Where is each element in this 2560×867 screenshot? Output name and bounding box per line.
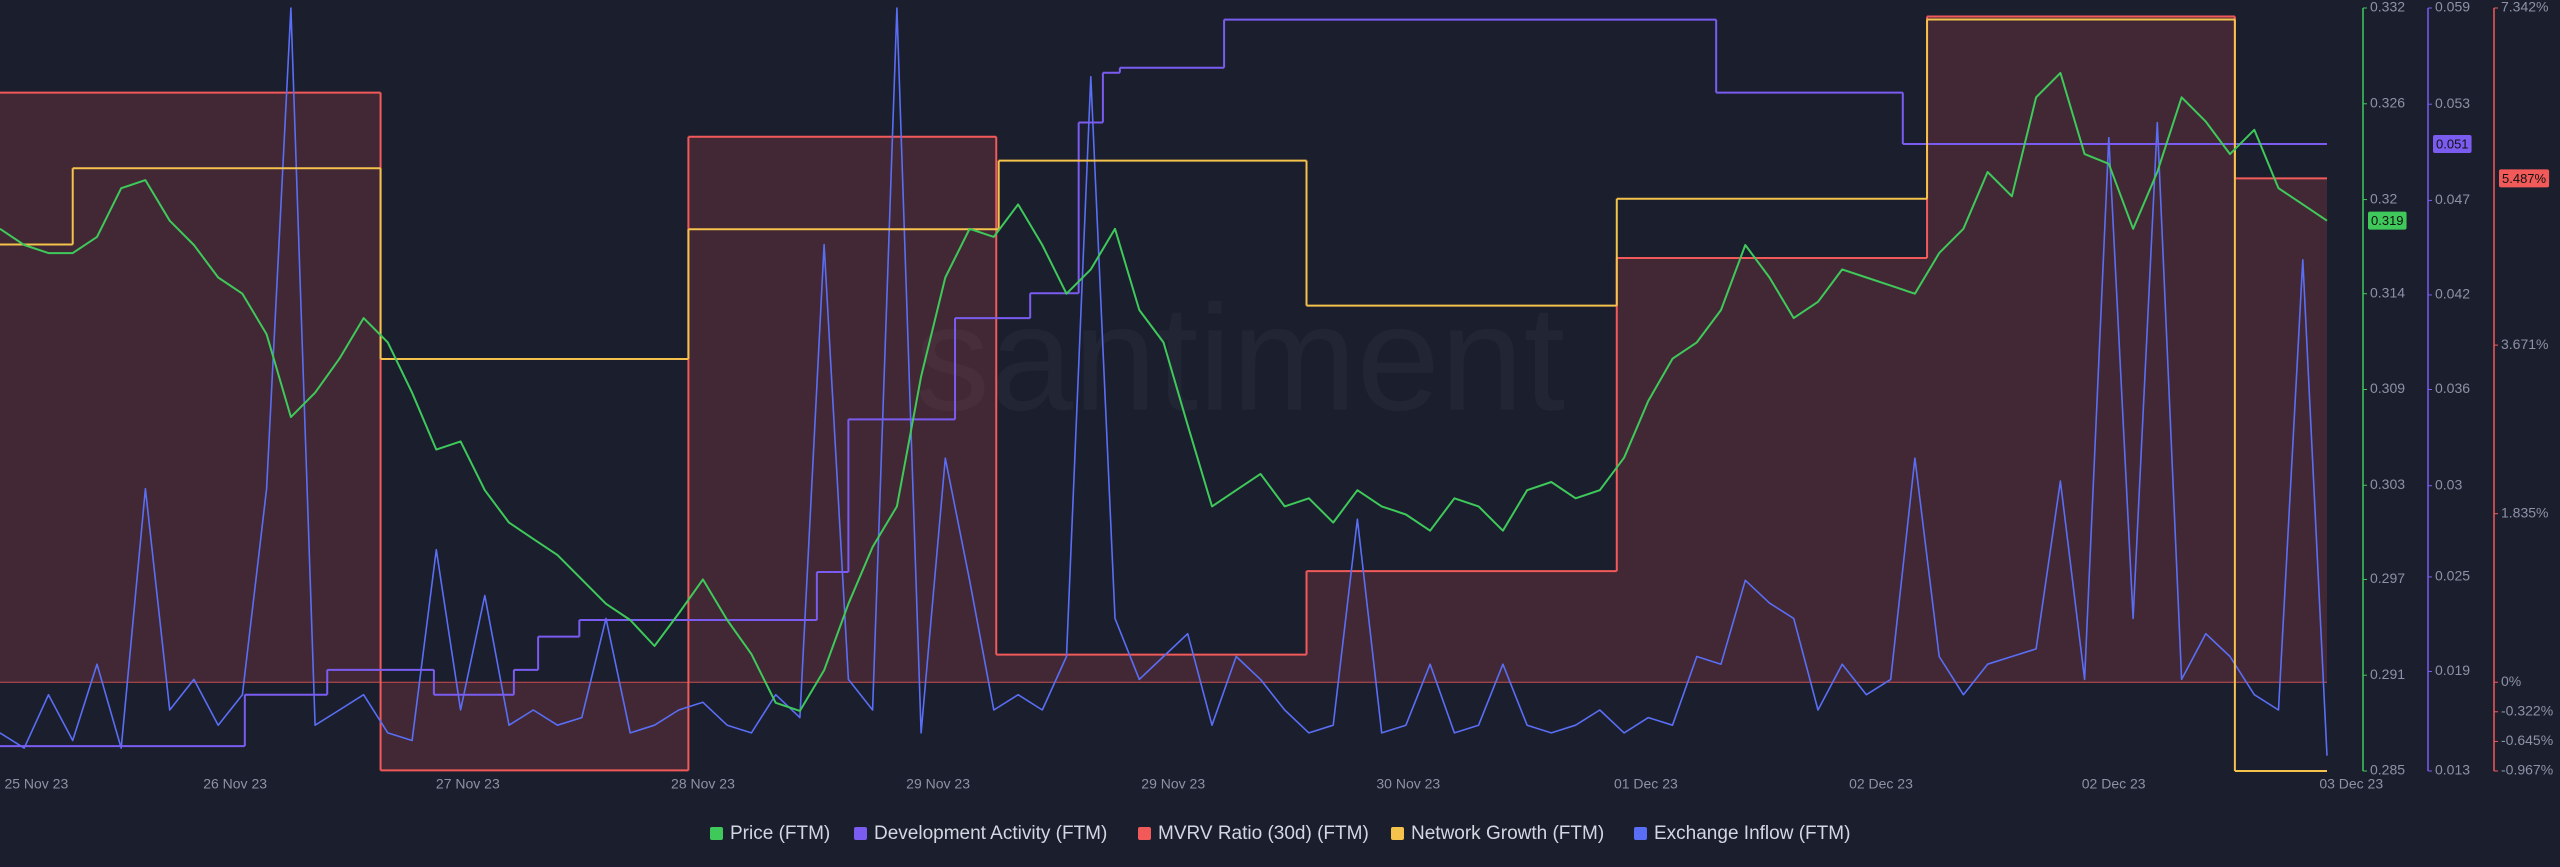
x-tick-label: 25 Nov 23 <box>4 776 68 792</box>
y-tick-label: 0.314 <box>2370 284 2405 300</box>
x-tick-label: 27 Nov 23 <box>436 776 500 792</box>
y-tick-label: 0.053 <box>2435 95 2470 111</box>
legend-item[interactable]: Exchange Inflow (FTM) <box>1634 823 1850 844</box>
y-tick-label: 0.047 <box>2435 191 2470 207</box>
legend-item[interactable]: MVRV Ratio (30d) (FTM) <box>1138 823 1369 844</box>
legend-swatch <box>854 827 867 840</box>
watermark: santiment <box>915 274 1565 442</box>
y-tick-label: 7.342% <box>2501 0 2548 15</box>
x-tick-label: 28 Nov 23 <box>671 776 735 792</box>
legend-label: Exchange Inflow (FTM) <box>1654 823 1850 844</box>
legend-swatch <box>1634 827 1647 840</box>
legend-label: Network Growth (FTM) <box>1411 823 1604 844</box>
y-tick-label: -0.645% <box>2501 732 2553 748</box>
y-tick-label: 0.285 <box>2370 762 2405 778</box>
area-fill <box>380 682 689 771</box>
x-tick-label: 01 Dec 23 <box>1614 776 1678 792</box>
x-tick-label: 29 Nov 23 <box>1141 776 1205 792</box>
legend-label: Development Activity (FTM) <box>874 823 1107 844</box>
badge-box <box>2368 211 2407 230</box>
legend-swatch <box>710 827 723 840</box>
legend-label: Price (FTM) <box>730 823 830 844</box>
y-tick-label: 1.835% <box>2501 504 2548 520</box>
y-tick-label: 0.332 <box>2370 0 2405 15</box>
y-tick-label: 0.059 <box>2435 0 2470 15</box>
x-tick-label: 29 Nov 23 <box>906 776 970 792</box>
legend-item[interactable]: Development Activity (FTM) <box>854 823 1107 844</box>
y-tick-label: 0.291 <box>2370 666 2405 682</box>
legend-item[interactable]: Price (FTM) <box>710 823 830 844</box>
legend-label: MVRV Ratio (30d) (FTM) <box>1158 823 1369 844</box>
y-tick-label: 0.03 <box>2435 476 2462 492</box>
value-badge: 0.319 <box>2368 211 2407 230</box>
badge-text: 0.051 <box>2436 136 2469 151</box>
y-tick-label: 3.671% <box>2501 336 2548 352</box>
y-tick-label: 0.297 <box>2370 570 2405 586</box>
series-line <box>0 71 2328 712</box>
x-tick-label: 02 Dec 23 <box>1849 776 1913 792</box>
area-fill <box>688 136 997 683</box>
y-tick-label: 0.013 <box>2435 762 2470 778</box>
legend-swatch <box>1138 827 1151 840</box>
badge-text: 0.319 <box>2371 213 2404 228</box>
y-tick-label: -0.322% <box>2501 702 2553 718</box>
badge-box <box>2499 169 2550 188</box>
area-fill <box>1616 257 1928 683</box>
area-fill <box>2234 178 2327 683</box>
area-fill <box>1306 571 1617 683</box>
value-badge: 5.487% <box>2499 169 2550 188</box>
value-badge: 0.051 <box>2433 135 2472 154</box>
y-tick-label: 0% <box>2501 673 2521 689</box>
y-tick-label: 0.32 <box>2370 190 2397 206</box>
y-tick-label: 0.309 <box>2370 380 2405 396</box>
legend-item[interactable]: Network Growth (FTM) <box>1391 823 1604 844</box>
y-tick-label: 0.326 <box>2370 94 2405 110</box>
badge-text: 5.487% <box>2502 171 2547 186</box>
y-tick-label: 0.036 <box>2435 380 2470 396</box>
legend-swatch <box>1391 827 1404 840</box>
x-tick-label: 03 Dec 23 <box>2319 776 2383 792</box>
x-tick-label: 26 Nov 23 <box>203 776 267 792</box>
y-tick-label: 0.019 <box>2435 662 2470 678</box>
y-tick-label: 0.025 <box>2435 568 2470 584</box>
area-fill <box>0 92 381 683</box>
x-tick-label: 30 Nov 23 <box>1376 776 1440 792</box>
y-tick-label: 0.303 <box>2370 476 2405 492</box>
y-tick-label: 0.042 <box>2435 286 2470 302</box>
area-fill <box>1927 16 2235 683</box>
series-line <box>0 7 2328 756</box>
x-tick-label: 02 Dec 23 <box>2082 776 2146 792</box>
y-tick-label: -0.967% <box>2501 762 2553 778</box>
badge-box <box>2433 135 2472 154</box>
